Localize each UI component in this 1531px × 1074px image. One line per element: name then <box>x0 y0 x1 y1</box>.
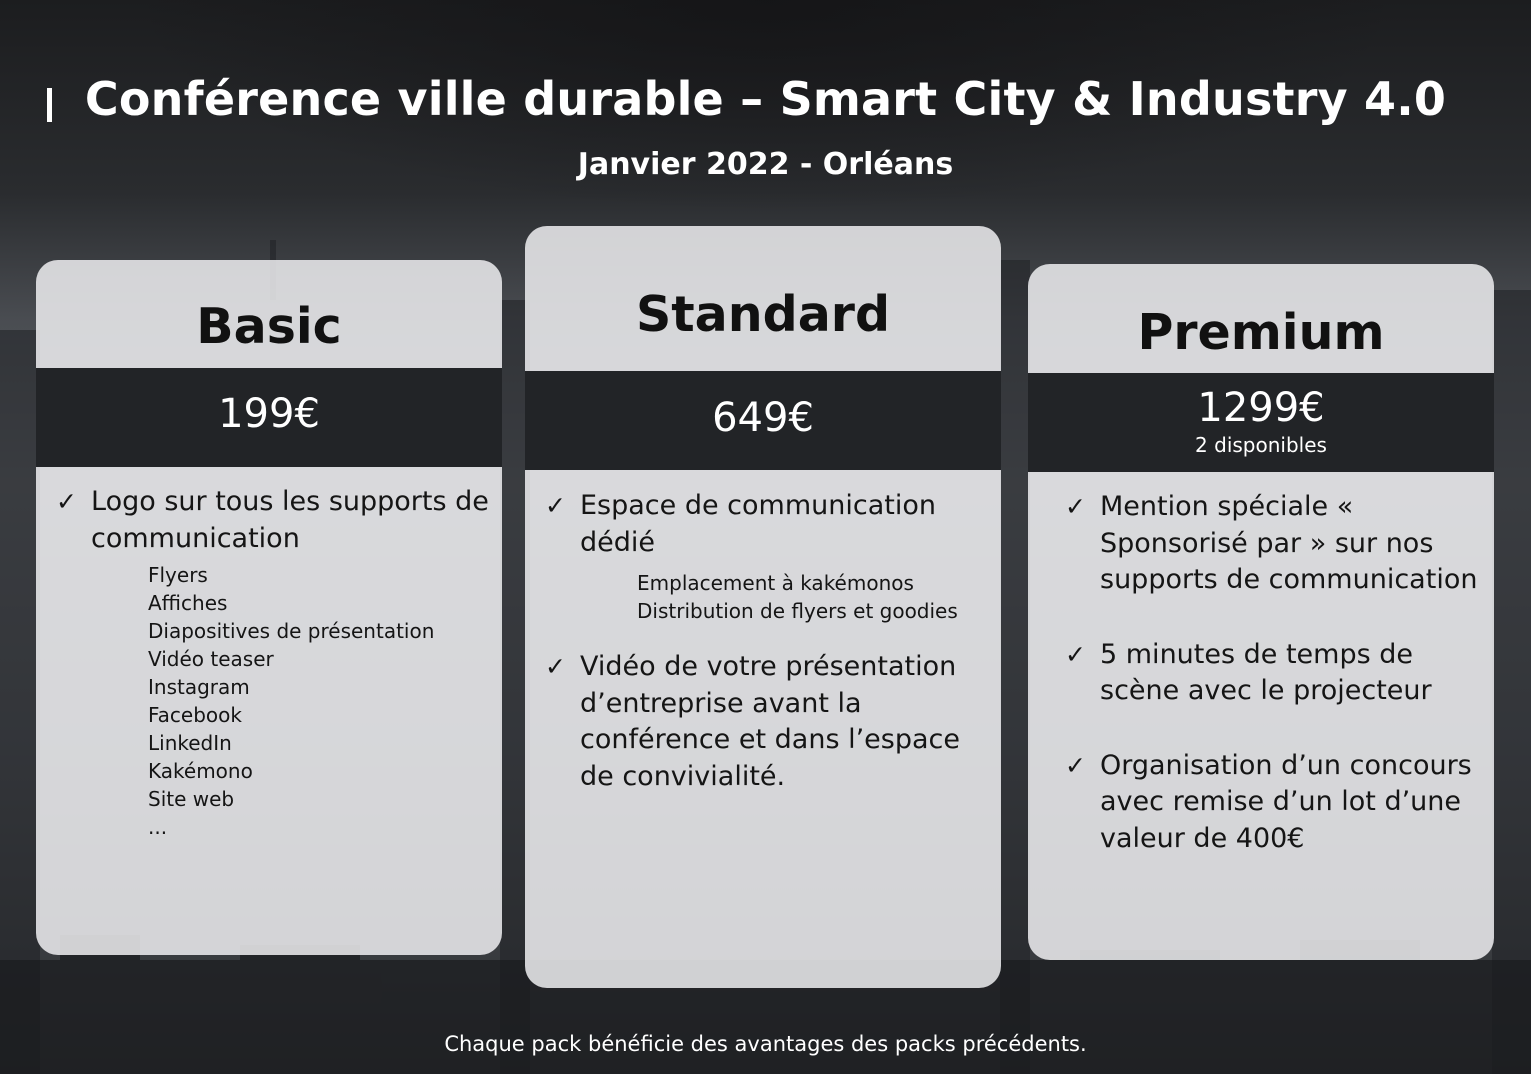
price-band-premium: 1299€ 2 disponibles <box>1028 373 1494 472</box>
check-icon: ✓ <box>545 652 566 681</box>
feature-sub-list: Emplacement à kakémonos Distribution de … <box>545 569 990 625</box>
feature-item: ✓ Mention spéciale « Sponsorisé par » su… <box>1065 491 1478 595</box>
title-accent-bar <box>47 88 52 122</box>
sub-list-item: Kakémono <box>148 759 253 783</box>
pack-name-premium: Premium <box>1137 304 1385 361</box>
pack-name-basic: Basic <box>196 298 342 355</box>
feature-list-basic: ✓ Logo sur tous les supports de communic… <box>56 484 496 841</box>
footer-note: Chaque pack bénéficie des avantages des … <box>444 1032 1087 1056</box>
check-icon: ✓ <box>1065 639 1086 669</box>
sub-list-item: LinkedIn <box>148 731 232 755</box>
pack-name-standard: Standard <box>635 286 891 343</box>
feature-item: ✓ 5 minutes de temps de scène avec le pr… <box>1065 638 1432 707</box>
sub-list-item: Vidéo teaser <box>148 647 274 671</box>
price-band-standard: 649€ <box>525 371 1001 470</box>
check-icon: ✓ <box>56 487 77 516</box>
pack-card-premium: Premium 1299€ 2 disponibles ✓ Mention sp… <box>1028 264 1494 960</box>
feature-sub-list: Flyers Affiches Diapositives de présenta… <box>56 561 496 841</box>
feature-item: ✓ Vidéo de votre présentation d’entrepri… <box>545 651 960 792</box>
price-premium: 1299€ <box>1197 385 1325 431</box>
sub-list-item: Facebook <box>148 703 242 727</box>
check-icon: ✓ <box>1065 750 1086 780</box>
sub-list-item: Diapositives de présentation <box>148 619 435 643</box>
sub-list-item: Instagram <box>148 675 250 699</box>
price-basic: 199€ <box>218 391 320 437</box>
page-title: Conférence ville durable – Smart City & … <box>84 72 1447 126</box>
sub-list-item: Emplacement à kakémonos <box>637 571 914 595</box>
check-icon: ✓ <box>545 491 566 520</box>
feature-item: ✓ Espace de communication dédié <box>545 490 936 558</box>
sub-list-item: Flyers <box>148 563 208 587</box>
sub-list-item: ... <box>148 815 168 839</box>
feature-item: ✓ Organisation d’un concours avec remise… <box>1065 749 1472 854</box>
sub-list-item: Distribution de flyers et goodies <box>637 599 958 623</box>
availability-badge: 2 disponibles <box>1195 433 1327 457</box>
sub-list-item: Affiches <box>148 591 228 615</box>
check-icon: ✓ <box>1065 492 1086 521</box>
price-standard: 649€ <box>712 395 814 441</box>
feature-list-standard: ✓ Espace de communication dédié Emplacem… <box>545 488 990 795</box>
feature-item: ✓ Logo sur tous les supports de communic… <box>56 486 489 554</box>
page-subtitle: Janvier 2022 - Orléans <box>577 147 954 182</box>
pack-card-basic: Basic 199€ ✓ Logo sur tous les supports … <box>36 260 502 955</box>
feature-list-premium: ✓ Mention spéciale « Sponsorisé par » su… <box>1065 489 1485 857</box>
pack-card-standard: Standard 649€ ✓ Espace de communication … <box>525 226 1001 988</box>
sub-list-item: Site web <box>148 787 235 811</box>
price-band-basic: 199€ <box>36 368 502 467</box>
